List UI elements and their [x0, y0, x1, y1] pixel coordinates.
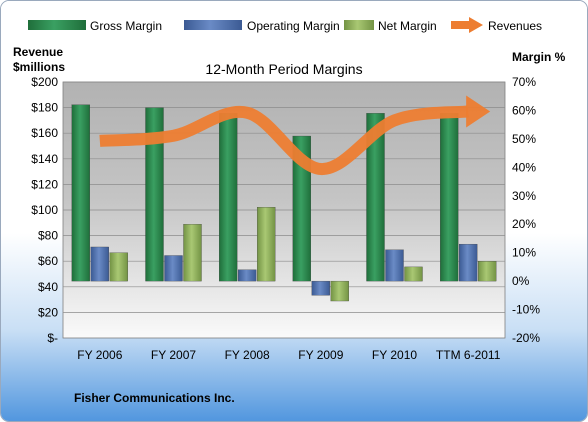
right-tick-label: -20%: [512, 331, 540, 345]
left-axis-title-line2: $millions: [13, 60, 65, 74]
legend-swatch-revenues-arrow: [469, 17, 483, 33]
right-tick-label: 60%: [512, 103, 536, 117]
right-axis-title: Margin %: [512, 50, 566, 64]
left-tick-label: $-: [47, 331, 58, 345]
right-tick-label: -10%: [512, 303, 540, 317]
right-tick-label: 10%: [512, 246, 536, 260]
bars: [71, 104, 497, 302]
right-axis-ticks: -20% -10% 0% 10% 20% 30% 40% 50% 60% 70%: [512, 75, 540, 345]
bar-gross-margin: [71, 104, 90, 282]
chart-title: 12-Month Period Margins: [205, 61, 362, 77]
bar-gross-margin: [219, 113, 238, 282]
bar-operating-margin: [385, 249, 404, 282]
revenue-arrowhead: [466, 95, 491, 128]
bar-operating-margin: [164, 255, 183, 282]
bar-gross-margin: [145, 107, 164, 282]
left-tick-label: $60: [38, 254, 58, 268]
left-tick-label: $80: [38, 229, 58, 243]
category-label: FY 2008: [225, 348, 270, 362]
bar-net-margin: [183, 224, 202, 282]
legend-item-operating-margin: Operating Margin: [184, 19, 340, 33]
bar-gross-margin: [292, 135, 311, 282]
legend-label-revenues: Revenues: [488, 19, 542, 33]
legend-label-operating-margin: Operating Margin: [247, 19, 340, 33]
left-tick-label: $20: [38, 305, 58, 319]
legend-label-gross-margin: Gross Margin: [90, 19, 162, 33]
category-label: FY 2010: [372, 348, 417, 362]
revenue-line-path: [99, 105, 469, 176]
left-tick-label: $180: [31, 101, 58, 115]
category-label: FY 2009: [298, 348, 343, 362]
left-tick-label: $200: [31, 75, 58, 89]
category-label: TTM 6-2011: [436, 348, 501, 362]
left-tick-label: $100: [31, 203, 58, 217]
left-tick-label: $120: [31, 177, 58, 191]
company-name: Fisher Communications Inc.: [74, 391, 235, 405]
bar-net-margin: [109, 252, 128, 282]
right-tick-label: 30%: [512, 189, 536, 203]
category-labels: FY 2006 FY 2007 FY 2008 FY 2009 FY 2010 TTM 6…: [77, 348, 500, 362]
bar-gross-margin: [440, 113, 459, 282]
right-tick-label: 70%: [512, 75, 536, 89]
legend-swatch-gross-margin: [28, 20, 86, 30]
right-tick-label: 40%: [512, 160, 536, 174]
gridlines: [63, 81, 505, 313]
legend-item-net-margin: Net Margin: [344, 19, 437, 33]
legend: Gross Margin Operating Margin Net Margin…: [28, 17, 542, 33]
bar-net-margin: [478, 261, 497, 282]
bar-operating-margin: [238, 269, 257, 282]
category-label: FY 2007: [151, 348, 196, 362]
legend-item-revenues: Revenues: [451, 17, 542, 33]
left-axis-title-line1: Revenue: [13, 45, 63, 59]
category-label: FY 2006: [77, 348, 122, 362]
right-tick-label: 50%: [512, 132, 536, 146]
left-tick-label: $140: [31, 152, 58, 166]
revenue-line: [99, 95, 491, 176]
bar-net-margin: [257, 207, 276, 282]
bar-gross-margin: [366, 113, 385, 282]
bar-operating-margin: [90, 246, 109, 282]
right-tick-label: 0%: [512, 274, 530, 288]
right-tick-label: 20%: [512, 217, 536, 231]
bar-operating-margin: [311, 280, 330, 296]
left-tick-label: $40: [38, 280, 58, 294]
bar-net-margin: [330, 280, 349, 302]
left-tick-label: $160: [31, 126, 58, 140]
legend-label-net-margin: Net Margin: [378, 19, 437, 33]
legend-swatch-net-margin: [344, 20, 374, 30]
left-axis-ticks: $- $20 $40 $60 $80 $100 $120 $140 $160 $180 $200: [31, 75, 58, 345]
legend-item-gross-margin: Gross Margin: [28, 19, 162, 33]
legend-swatch-operating-margin: [184, 20, 242, 30]
bar-operating-margin: [459, 243, 478, 282]
bar-net-margin: [404, 266, 423, 282]
